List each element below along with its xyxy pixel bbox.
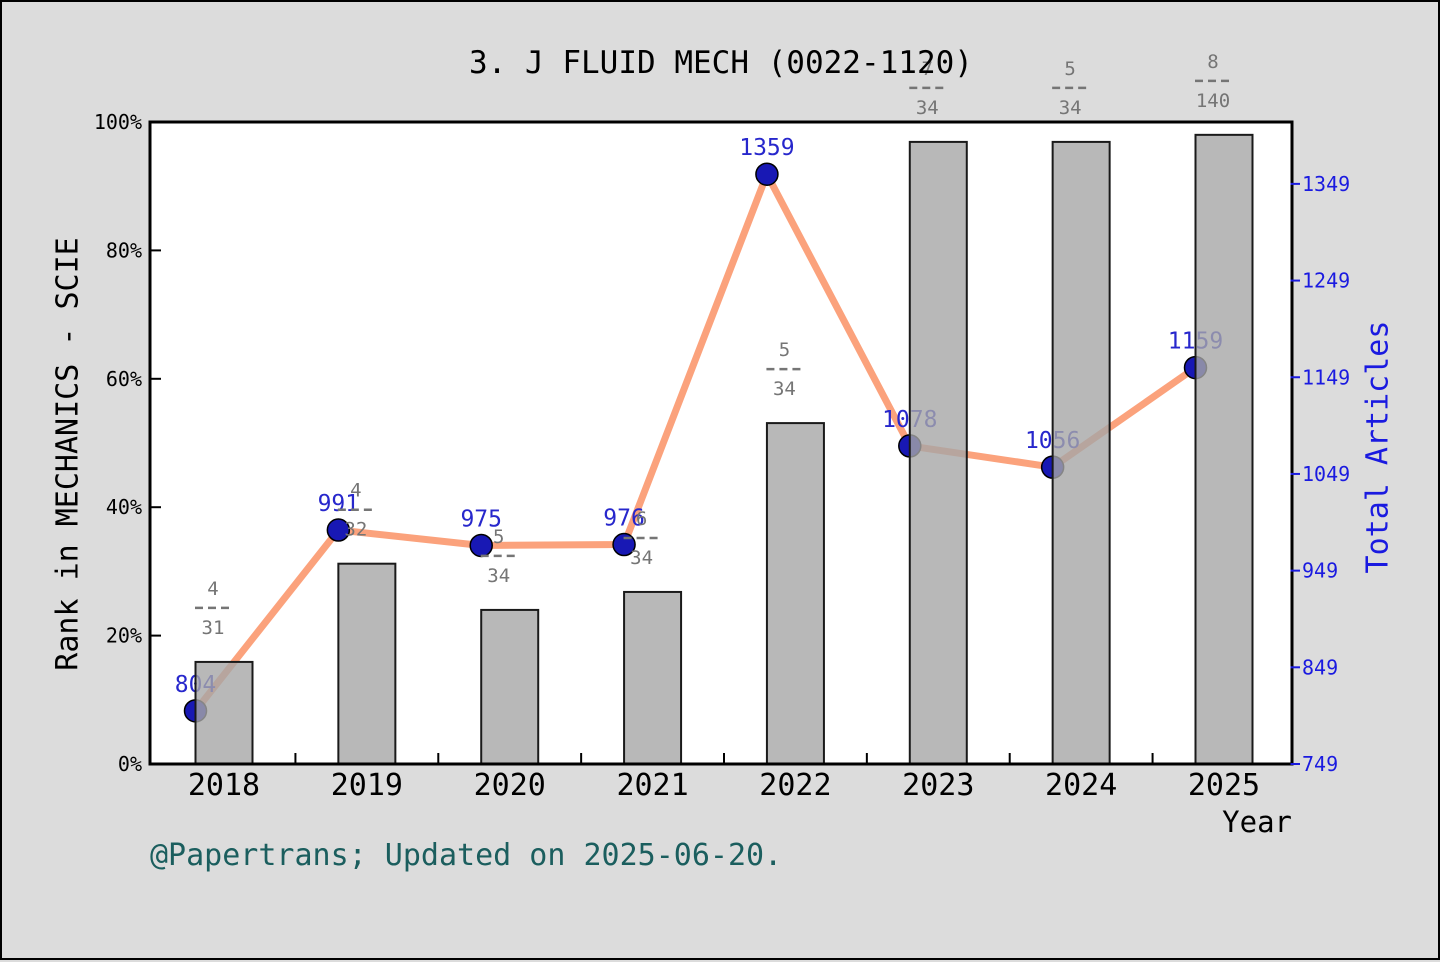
left-tick-label-20%: 20%	[106, 624, 142, 648]
rank-fraction-2022: 5 34	[766, 339, 803, 400]
rank-fraction-2024: 5 34	[1052, 58, 1089, 119]
bar-2024	[1051, 140, 1111, 766]
svg-text:5: 5	[1064, 58, 1075, 80]
x-tick-label-2024: 2024	[1045, 768, 1117, 803]
chart-title: 3. J FLUID MECH (0022-1120)	[469, 45, 973, 81]
credit-footer: @Papertrans; Updated on 2025-06-20.	[150, 838, 783, 873]
right-tick-label-1249: 1249	[1302, 269, 1350, 293]
svg-text:34: 34	[1059, 97, 1082, 119]
plot-background	[150, 122, 1292, 764]
bar-2025	[1194, 133, 1254, 765]
rank-fraction-2020: 5 34	[480, 526, 517, 587]
x-tick-label-2021: 2021	[616, 768, 688, 803]
x-tick-label-2023: 2023	[902, 768, 974, 803]
bar-2022	[765, 422, 825, 765]
svg-text:5: 5	[493, 526, 504, 548]
svg-text:7: 7	[922, 58, 933, 80]
rank-fraction-2018: 4 31	[195, 578, 231, 639]
x-tick-label-2022: 2022	[759, 768, 831, 803]
left-tick-label-100%: 100%	[94, 110, 142, 134]
point-label-2021: 976	[603, 506, 645, 532]
rank-fraction-2023: 7 34	[909, 58, 946, 119]
x-tick-label-2020: 2020	[474, 768, 546, 803]
bar-2021	[623, 590, 683, 765]
right-tick-label-749: 749	[1302, 752, 1338, 776]
x-tick-label-2019: 2019	[331, 768, 403, 803]
bar-2019	[337, 562, 397, 765]
left-tick-label-0%: 0%	[118, 752, 142, 776]
svg-text:34: 34	[773, 378, 796, 400]
point-2020	[469, 533, 493, 558]
rank-fraction-2019: 4 32	[337, 480, 374, 541]
svg-text:4: 4	[350, 480, 361, 502]
left-axis-title: Rank in MECHANICS - SCIE	[50, 237, 86, 671]
x-tick-label-2018: 2018	[188, 768, 260, 803]
svg-text:8: 8	[1207, 51, 1218, 73]
point-label-2022: 1359	[739, 135, 794, 161]
right-tick-label-1149: 1149	[1302, 365, 1350, 389]
svg-text:140: 140	[1196, 90, 1230, 112]
right-tick-label-849: 849	[1302, 655, 1338, 679]
svg-text:5: 5	[779, 339, 790, 361]
svg-text:32: 32	[344, 519, 367, 541]
total-articles-line	[192, 170, 1199, 715]
bar-2020	[480, 608, 540, 765]
svg-text:6: 6	[636, 508, 647, 530]
right-tick-label-1349: 1349	[1302, 172, 1350, 196]
right-tick-label-1049: 1049	[1302, 462, 1350, 486]
svg-text:34: 34	[916, 97, 939, 119]
left-tick-label-60%: 60%	[106, 367, 142, 391]
bar-2023	[908, 140, 968, 766]
x-axis-title: Year	[1222, 805, 1292, 839]
right-tick-label-949: 949	[1302, 559, 1338, 583]
rank-fraction-2025: 8 140	[1195, 51, 1231, 112]
svg-text:31: 31	[202, 617, 225, 639]
bar-2018	[194, 660, 254, 765]
left-tick-label-40%: 40%	[106, 495, 142, 519]
svg-text:4: 4	[207, 578, 218, 600]
point-label-2019: 991	[318, 491, 360, 517]
x-tick-label-2025: 2025	[1188, 768, 1260, 803]
svg-text:34: 34	[630, 547, 653, 569]
point-2022	[755, 162, 779, 186]
plot-border	[148, 120, 1294, 766]
right-axis-title: Total Articles	[1360, 320, 1396, 574]
rank-fraction-2021: 6 34	[623, 508, 660, 569]
point-2019	[326, 518, 351, 542]
svg-text:34: 34	[487, 565, 510, 587]
point-label-2020: 975	[460, 506, 502, 532]
left-tick-label-80%: 80%	[106, 238, 142, 262]
